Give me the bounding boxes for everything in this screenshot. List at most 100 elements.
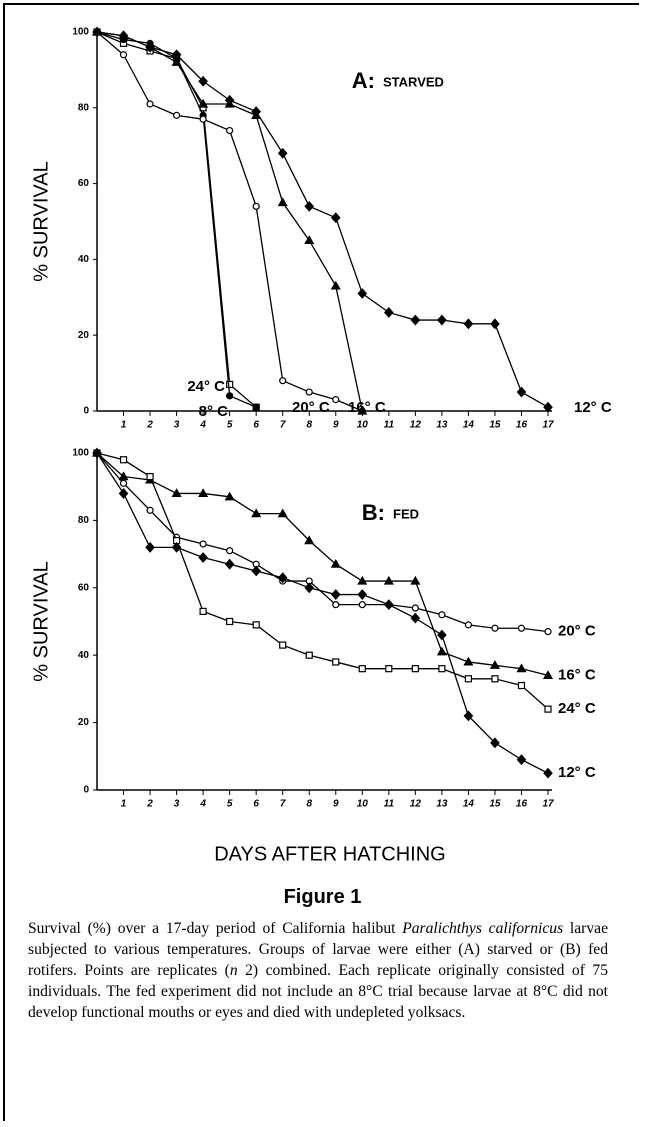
x-tick-label: 16 <box>516 799 528 810</box>
x-tick-label: 13 <box>436 420 448 431</box>
series-label: 16° C <box>558 666 596 683</box>
x-tick-label: 5 <box>227 799 233 810</box>
series-label: 24° C <box>558 700 596 717</box>
marker <box>517 681 526 690</box>
marker <box>119 51 128 59</box>
marker <box>332 658 340 666</box>
marker <box>384 599 394 611</box>
marker <box>543 767 553 779</box>
series-line <box>96 31 257 408</box>
marker <box>119 479 128 487</box>
marker <box>226 547 234 555</box>
marker <box>463 318 474 330</box>
marker <box>304 582 315 594</box>
marker <box>252 202 260 210</box>
marker <box>224 94 235 106</box>
y-tick-label: 0 <box>83 785 89 796</box>
x-tick-label: 9 <box>333 420 339 431</box>
x-tick-label: 3 <box>174 799 180 810</box>
marker <box>146 100 154 108</box>
figure-label: Figure 1 <box>283 886 362 908</box>
caption-text: larvae subjected to various temperatures… <box>28 920 609 979</box>
marker <box>330 212 341 224</box>
marker <box>330 559 341 568</box>
marker <box>489 660 500 669</box>
marker <box>146 506 154 514</box>
x-tick-label: 11 <box>384 799 395 810</box>
y-tick-label: 60 <box>78 178 90 189</box>
series-label: 12° C <box>574 399 612 416</box>
marker <box>118 30 129 42</box>
marker <box>251 565 261 577</box>
marker <box>119 456 128 464</box>
marker <box>277 147 288 159</box>
marker <box>226 617 234 626</box>
marker <box>544 628 552 636</box>
marker <box>172 111 181 119</box>
marker <box>279 377 287 385</box>
marker <box>543 401 553 413</box>
marker <box>437 314 447 326</box>
marker <box>171 488 182 498</box>
x-tick-label: 8 <box>306 799 312 810</box>
x-tick-label: 4 <box>199 420 206 431</box>
marker <box>383 575 394 585</box>
marker <box>332 396 340 404</box>
y-tick-label: 100 <box>72 27 89 38</box>
x-tick-label: 6 <box>253 420 259 431</box>
marker <box>411 604 419 612</box>
caption-text: n <box>229 962 238 979</box>
marker <box>198 488 209 498</box>
marker <box>410 314 421 326</box>
caption: Survival (%) over a 17-day period of Cal… <box>28 918 608 1023</box>
frame <box>3 3 639 1121</box>
marker <box>516 663 527 673</box>
x-tick-label: 13 <box>436 799 448 810</box>
x-tick-label: 9 <box>333 799 339 810</box>
series-line <box>96 31 363 412</box>
marker <box>199 115 207 123</box>
y-tick-label: 40 <box>78 254 90 265</box>
x-tick-label: 1 <box>121 420 127 431</box>
y-tick-label: 100 <box>72 448 89 459</box>
series-line <box>96 452 549 677</box>
marker <box>92 447 102 459</box>
y-tick-label: 80 <box>78 102 90 113</box>
marker <box>490 737 500 749</box>
marker <box>252 403 260 411</box>
marker <box>304 200 315 212</box>
marker <box>384 307 394 318</box>
marker <box>279 641 287 649</box>
marker <box>357 405 368 415</box>
marker <box>198 552 208 563</box>
marker <box>226 126 234 135</box>
x-tick-label: 11 <box>384 420 395 431</box>
marker <box>330 589 341 600</box>
marker <box>358 601 366 609</box>
marker <box>145 541 155 553</box>
series-label: 12° C <box>558 764 596 781</box>
x-tick-label: 17 <box>542 420 554 431</box>
x-tick-label: 2 <box>146 420 153 431</box>
marker <box>198 98 209 108</box>
marker <box>410 612 421 624</box>
x-tick-label: 7 <box>280 799 286 810</box>
marker <box>357 575 368 585</box>
caption-text: Survival (%) over a 17-day period of Cal… <box>28 920 403 937</box>
x-axis-label: DAYS AFTER HATCHING <box>214 843 446 865</box>
marker <box>305 388 313 396</box>
panel-label: B: <box>362 500 385 525</box>
marker <box>277 572 288 584</box>
marker <box>411 665 419 673</box>
series-label: 20° C <box>292 399 330 416</box>
marker <box>92 26 102 38</box>
chart-title: FED <box>393 506 419 521</box>
marker <box>385 665 393 673</box>
series-label: 8° C <box>199 403 229 420</box>
chart-title: STARVED <box>383 74 444 89</box>
marker <box>251 508 262 518</box>
x-tick-label: 15 <box>489 420 501 431</box>
marker <box>490 318 500 330</box>
y-axis-label: % SURVIVAL <box>30 561 52 681</box>
